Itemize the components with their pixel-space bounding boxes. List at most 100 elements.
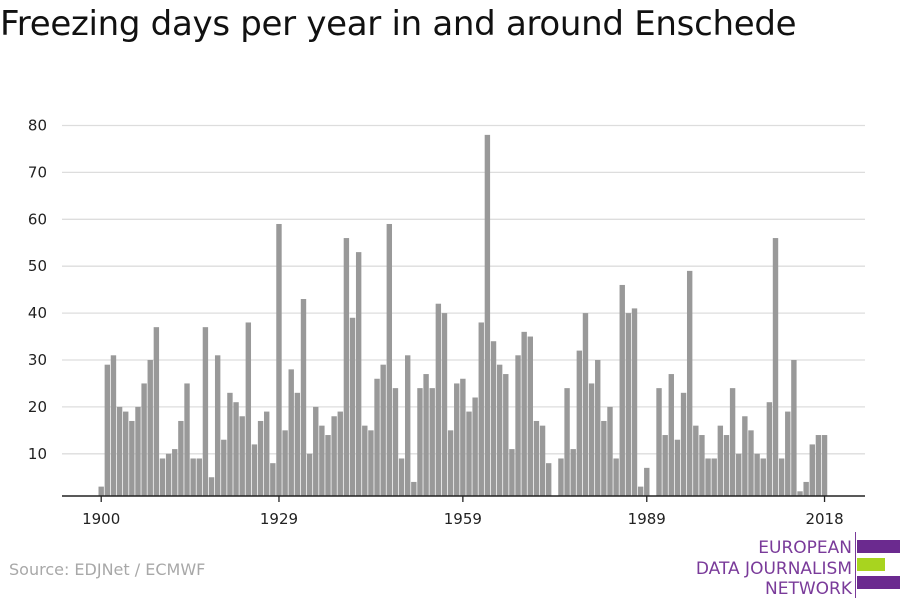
- bar: [325, 435, 331, 496]
- bar: [631, 308, 638, 496]
- bar: [625, 313, 632, 496]
- logo-divider: [855, 532, 856, 598]
- bar: [417, 388, 423, 496]
- bar: [239, 416, 245, 496]
- logo-bar-purple-top: [857, 540, 900, 553]
- bar: [656, 388, 662, 496]
- bar: [729, 388, 736, 496]
- bar: [797, 491, 803, 496]
- bar: [245, 322, 252, 496]
- bar: [760, 458, 766, 496]
- bar: [337, 411, 343, 496]
- bar: [135, 406, 141, 496]
- bar: [116, 406, 123, 496]
- bar: [123, 411, 129, 496]
- bar: [582, 313, 589, 496]
- bar: [699, 435, 705, 496]
- bar: [619, 284, 625, 496]
- bar: [374, 378, 380, 496]
- bar: [484, 134, 491, 496]
- y-tick-label: 10: [28, 445, 47, 463]
- bar: [276, 223, 282, 497]
- x-tick-label: 1929: [260, 510, 298, 528]
- bar: [545, 463, 552, 496]
- logo-line-3: NETWORK: [765, 579, 852, 599]
- bar: [705, 458, 711, 496]
- bar: [153, 327, 160, 496]
- x-tick-label: 1959: [444, 510, 482, 528]
- bar: [441, 313, 448, 496]
- bar: [680, 392, 687, 496]
- bar: [251, 444, 258, 496]
- bar: [778, 458, 785, 496]
- bar: [362, 425, 368, 496]
- bar: [785, 411, 791, 496]
- bar: [288, 369, 294, 496]
- bar: [221, 439, 227, 496]
- x-axis-ticks: 1900 1929 1959 1989 2018: [82, 496, 844, 528]
- bar: [815, 435, 822, 496]
- bar: [503, 374, 509, 496]
- bar: [496, 364, 503, 496]
- bar: [331, 416, 337, 496]
- x-tick-label: 1900: [82, 510, 120, 528]
- bar: [460, 378, 466, 496]
- bar: [644, 467, 650, 496]
- bar: [723, 435, 730, 496]
- bar: [147, 359, 153, 496]
- y-tick-label: 40: [28, 304, 47, 322]
- bar: [595, 359, 601, 496]
- logo-line-1: EUROPEAN: [758, 538, 852, 558]
- bar: [570, 449, 576, 496]
- bars: [98, 134, 828, 497]
- bar: [405, 355, 411, 496]
- y-tick-label: 50: [28, 257, 47, 275]
- bar: [178, 420, 184, 496]
- bar: [601, 420, 607, 496]
- y-tick-label: 60: [28, 210, 47, 228]
- y-axis-ticks: 10 20 30 40 50 60 70 80: [28, 116, 47, 462]
- bar: [233, 402, 239, 496]
- bar: [104, 364, 111, 496]
- y-tick-label: 80: [28, 116, 47, 134]
- x-tick-label: 1989: [628, 510, 666, 528]
- bar: [110, 355, 117, 496]
- bar: [588, 383, 595, 496]
- bar: [515, 355, 521, 496]
- bar: [637, 486, 644, 496]
- edjnet-logo: EUROPEAN DATA JOURNALISM NETWORK: [696, 532, 900, 600]
- y-tick-label: 30: [28, 351, 47, 369]
- bar: [190, 458, 196, 496]
- bar: [208, 477, 215, 496]
- bar: [447, 430, 454, 496]
- bar: [227, 392, 233, 496]
- bar: [386, 223, 393, 497]
- bar: [294, 392, 301, 496]
- bar: [686, 270, 693, 496]
- bar: [98, 486, 104, 496]
- source-note: Source: EDJNet / ECMWF: [9, 560, 206, 579]
- bar: [355, 252, 362, 496]
- y-tick-label: 70: [28, 163, 47, 181]
- bar: [668, 374, 674, 496]
- bar: [490, 341, 497, 496]
- bar: [478, 322, 484, 496]
- bar: [306, 453, 313, 496]
- bar: [809, 444, 815, 496]
- bar: [693, 425, 699, 496]
- bar: [214, 355, 221, 496]
- bar: [533, 420, 540, 496]
- bar: [772, 238, 779, 497]
- bar: [454, 383, 460, 496]
- bar: [472, 397, 478, 496]
- bar: [398, 458, 405, 496]
- chart-title: Freezing days per year in and around Ens…: [0, 4, 797, 44]
- bar: [429, 388, 435, 496]
- bar: [711, 458, 717, 496]
- bar: [674, 439, 681, 496]
- bar: [411, 481, 417, 496]
- bar: [613, 458, 619, 496]
- bar: [821, 435, 828, 496]
- bar: [748, 430, 754, 496]
